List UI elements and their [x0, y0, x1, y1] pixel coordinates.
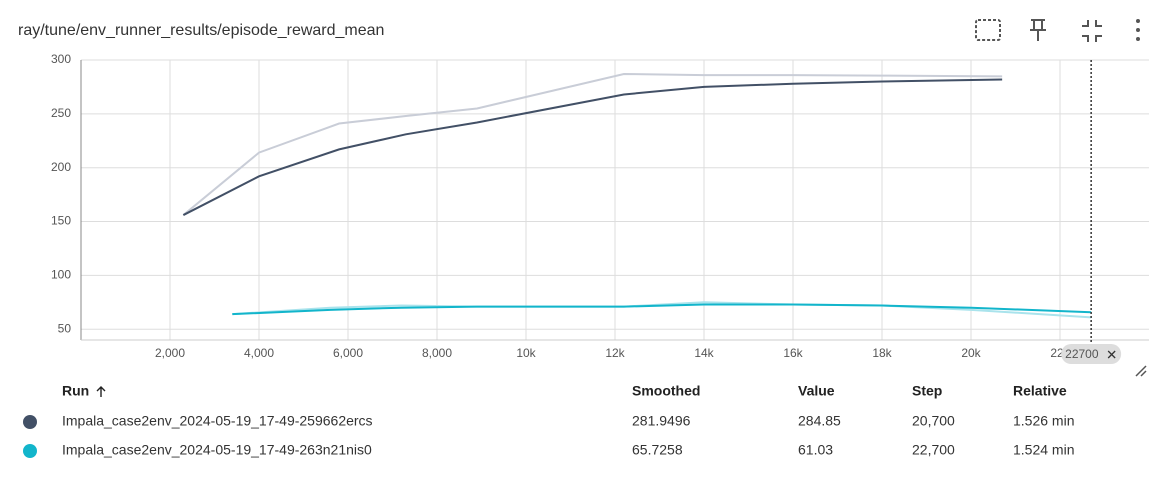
- pin-icon[interactable]: [1030, 19, 1046, 41]
- card-title: ray/tune/env_runner_results/episode_rewa…: [18, 22, 384, 39]
- column-header: Step: [912, 383, 942, 399]
- x-tick-label: 8,000: [422, 346, 452, 360]
- collapse-icon[interactable]: [1082, 20, 1102, 42]
- cursor-chip: [1061, 344, 1122, 364]
- x-tick-label: 10k: [516, 346, 536, 360]
- cell: 281.9496: [632, 413, 691, 429]
- toolbar-icons[interactable]: [975, 19, 1140, 42]
- x-tick-label: 6,000: [333, 346, 363, 360]
- cell: 22,700: [912, 442, 955, 458]
- x-tick-label: 2,000: [155, 346, 185, 360]
- run-table: Run Smoothed Value Step Relative Impala_case2…: [23, 383, 1074, 458]
- x-tick-label: 20k: [961, 346, 981, 360]
- y-tick-label: 150: [51, 214, 71, 228]
- x-tick-label: 18k: [872, 346, 892, 360]
- column-header: Value: [798, 383, 835, 399]
- cell: 284.85: [798, 413, 841, 429]
- y-tick-label: 200: [51, 160, 71, 174]
- y-tick-label: 100: [51, 268, 71, 282]
- run-color: [23, 444, 37, 458]
- y-tick-label: 300: [51, 52, 71, 66]
- more-icon[interactable]: [1136, 19, 1140, 41]
- run-name: Impala_case2env_2024-05-19_17-49-259662e…: [62, 413, 373, 429]
- x-tick-label: 4,000: [244, 346, 274, 360]
- column-header: Smoothed: [632, 383, 700, 399]
- x-tick-label: 14k: [694, 346, 714, 360]
- x-tick-label: 12k: [605, 346, 625, 360]
- plot: 50 100 150 200 250 300 2,000 4,000 6,000 8,000 10k…: [51, 52, 1149, 364]
- fit-icon[interactable]: [975, 19, 1001, 41]
- cursor-close: [1107, 350, 1116, 359]
- x-tick-label: 16k: [783, 346, 803, 360]
- smoothed-line: [182, 78, 1003, 216]
- cell: 1.524 min: [1013, 442, 1074, 458]
- cell: 61.03: [798, 442, 833, 458]
- sort-arrow: [96, 386, 106, 397]
- cursor-label: 22700: [1065, 347, 1099, 361]
- cell: 1.526 min: [1013, 413, 1074, 429]
- smoothed-line: [232, 303, 1092, 316]
- column-header: Run: [62, 383, 89, 399]
- cell: 65.7258: [632, 442, 683, 458]
- raw-line: [182, 72, 1003, 216]
- column-header: Relative: [1013, 383, 1067, 399]
- raw-line: [232, 301, 1092, 319]
- run-color: [23, 415, 37, 429]
- run-name: Impala_case2env_2024-05-19_17-49-263n21n…: [62, 442, 372, 458]
- y-tick-label: 50: [58, 321, 72, 335]
- cell: 20,700: [912, 413, 955, 429]
- resize-handle[interactable]: [1135, 365, 1147, 377]
- y-tick-label: 250: [51, 106, 71, 120]
